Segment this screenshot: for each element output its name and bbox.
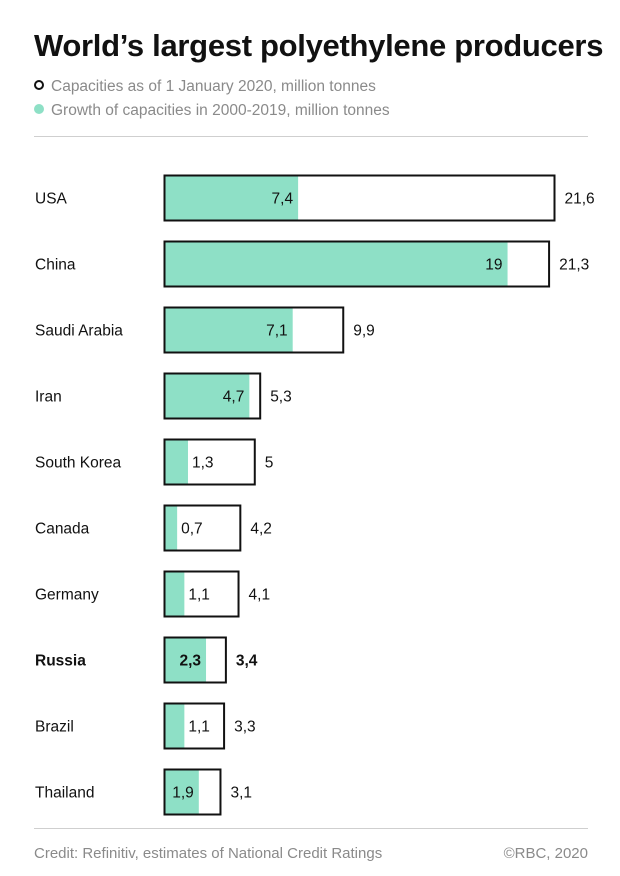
capacity-value-label-germany: 4,1 [249, 587, 271, 604]
legend-label-growth: Growth of capacities in 2000-2019, milli… [51, 102, 390, 119]
growth-value-label-south-korea: 1,3 [192, 455, 214, 472]
category-label-south-korea: South Korea [35, 455, 122, 472]
capacity-value-label-south-korea: 5 [265, 455, 274, 472]
capacity-bar-saudi-arabia [163, 306, 345, 354]
category-label-brazil: Brazil [35, 719, 74, 736]
chart-title: World’s largest polyethylene producers [34, 28, 604, 63]
category-label-thailand: Thailand [35, 785, 94, 802]
top-divider [34, 136, 588, 137]
category-label-usa: USA [35, 191, 68, 208]
growth-value-label-saudi-arabia: 7,1 [266, 323, 288, 340]
growth-value-label-thailand: 1,9 [172, 785, 194, 802]
legend-item-capacity: Capacities as of 1 January 2020, million… [34, 76, 594, 98]
growth-bar-russia [164, 637, 207, 683]
category-label-saudi-arabia: Saudi Arabia [35, 323, 123, 340]
growth-bar-germany [164, 571, 185, 617]
credit-text: Credit: Refinitiv, estimates of National… [34, 845, 383, 862]
capacity-bar-russia [163, 636, 227, 684]
capacity-bar-iran [163, 372, 262, 420]
capacity-value-label-saudi-arabia: 9,9 [353, 323, 375, 340]
filled-circle-icon [34, 104, 44, 115]
growth-value-label-usa: 7,4 [272, 191, 294, 208]
growth-bar-saudi-arabia [164, 307, 293, 353]
capacity-value-label-brazil: 3,3 [234, 719, 256, 736]
capacity-bar-usa [163, 174, 556, 222]
growth-value-label-germany: 1,1 [188, 587, 210, 604]
capacity-value-label-thailand: 3,1 [230, 785, 252, 802]
capacity-bar-china [163, 240, 551, 288]
growth-bar-south-korea [164, 439, 188, 485]
capacity-value-label-china: 21,3 [559, 257, 589, 274]
category-label-germany: Germany [35, 587, 99, 604]
growth-bar-thailand [164, 769, 199, 815]
legend-item-growth: Growth of capacities in 2000-2019, milli… [34, 100, 594, 122]
growth-bar-iran [164, 373, 250, 419]
growth-value-label-brazil: 1,1 [188, 719, 210, 736]
growth-value-label-russia: 2,3 [179, 653, 201, 670]
growth-bar-brazil [164, 703, 185, 749]
capacity-bar-germany [163, 570, 240, 618]
category-label-iran: Iran [35, 389, 62, 406]
capacity-value-label-usa: 21,6 [565, 191, 595, 208]
growth-value-label-china: 19 [485, 257, 502, 274]
legend-label-capacity: Capacities as of 1 January 2020, million… [51, 78, 376, 95]
category-label-china: China [35, 257, 76, 274]
growth-bar-usa [164, 175, 299, 221]
growth-value-label-canada: 0,7 [181, 521, 203, 538]
category-label-russia: Russia [35, 653, 86, 670]
growth-bar-canada [164, 505, 178, 551]
capacity-bar-brazil [163, 702, 226, 750]
growth-bar-china [164, 241, 508, 287]
capacity-bar-canada [163, 504, 242, 552]
capacity-value-label-canada: 4,2 [250, 521, 272, 538]
copyright-text: ©RBC, 2020 [503, 845, 588, 862]
hollow-circle-icon [34, 80, 44, 91]
capacity-bar-thailand [163, 768, 222, 816]
capacity-bar-south-korea [163, 438, 256, 486]
bottom-divider [34, 828, 588, 829]
category-label-canada: Canada [35, 521, 90, 538]
growth-value-label-iran: 4,7 [223, 389, 245, 406]
capacity-value-label-russia: 3,4 [236, 653, 258, 670]
capacity-value-label-iran: 5,3 [270, 389, 292, 406]
